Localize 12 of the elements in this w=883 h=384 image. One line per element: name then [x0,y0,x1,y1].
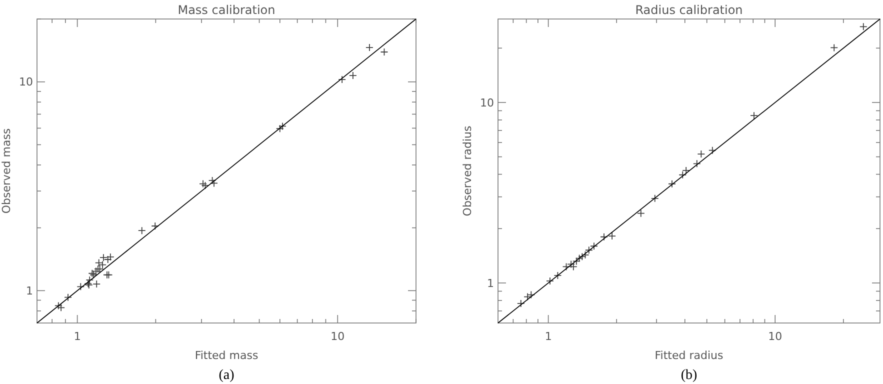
chart-title: Radius calibration [635,3,743,17]
x-tick-label: 1 [74,330,81,343]
x-tick-label: 1 [544,330,552,343]
x-axis-title: Fitted radius [654,349,724,362]
x-tick-label: 10 [330,330,345,343]
text: (a) [218,368,235,383]
y-axis-title: Observed radius [461,126,474,216]
chart-title: Mass calibration [178,3,276,17]
y-axis-title: Observed mass [0,128,13,214]
x-tick-label: 10 [768,330,782,343]
x-axis-title: Fitted mass [194,349,258,362]
text: (b) [680,368,698,383]
